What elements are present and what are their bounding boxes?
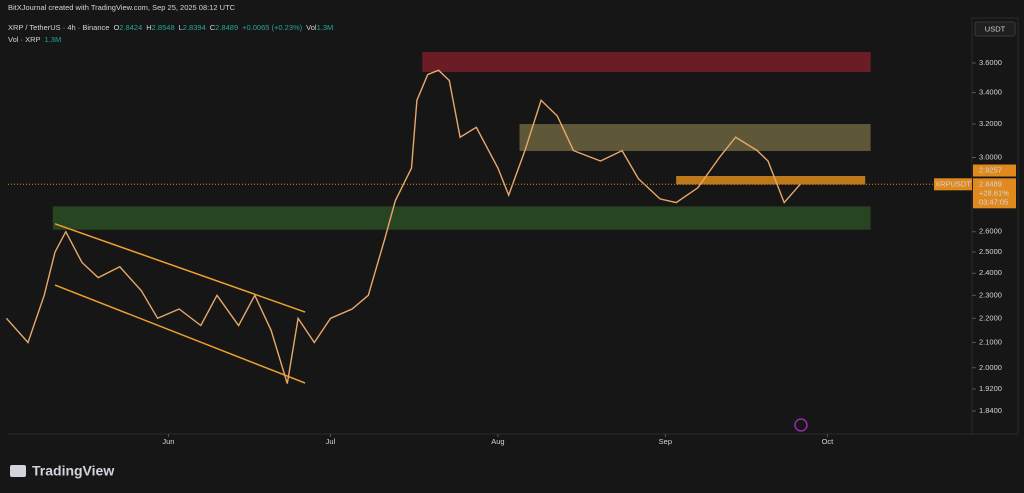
x-tick-label: Jul [326,437,336,446]
y-tick-label: 2.5000 [979,247,1002,256]
ohlc-label: L [179,23,183,32]
y-tick-label: 2.3000 [979,290,1002,299]
change: +0.0065 (+0.23%) [242,23,303,32]
marker-label: 2.9257 [979,166,1002,175]
y-tick-label: 2.0000 [979,363,1002,372]
volume-name: Vol · XRP [8,35,41,44]
logo-icon [10,465,26,477]
y-tick-label: 1.9200 [979,384,1002,393]
axis-unit[interactable]: USDT [985,24,1006,33]
x-tick-label: Jun [162,437,174,446]
y-tick-label: 3.2000 [979,119,1002,128]
y-tick-label: 1.8400 [979,406,1002,415]
unit-button[interactable] [974,21,1016,37]
countdown: 03:47:05 [979,197,1008,206]
credit: BitXJournal created with TradingView.com… [8,3,236,12]
logo: TradingView [10,463,114,479]
last-price-label: 2.8489 [979,179,1002,188]
x-tick-label: Aug [491,437,504,446]
y-tick-label: 2.2000 [979,313,1002,322]
ohlc-value: 2.8489 [215,23,238,32]
volume-value: 1.3M [45,35,62,44]
symbol-label: XRPUSDT [935,179,971,188]
symbol-box [934,178,972,191]
y-tick-label: 3.0000 [979,152,1002,161]
symbol: XRP / TetherUS · 4h · Binance [8,23,109,32]
ohlc-value: 2.8394 [183,23,206,32]
ohlc-value: 2.8548 [152,23,175,32]
volume-label: Vol · XRP 1.3M [8,35,61,44]
vol-value: 1.3M [317,23,334,32]
ohlc-label: C [210,23,216,32]
zone [52,206,871,230]
price-line [5,69,801,384]
change-label: +28.61% [979,188,1009,197]
y-tick-label: 2.6000 [979,227,1002,236]
zone [519,124,871,151]
zone [422,51,871,72]
event-icon[interactable] [794,418,808,432]
ohlc-label: O [113,23,119,32]
channel-line [54,284,306,384]
channel-line [54,223,306,313]
ohlc-value: 2.8424 [119,23,142,32]
x-tick-label: Oct [822,437,835,446]
y-tick-label: 2.4000 [979,268,1002,277]
price-box [973,178,1016,209]
price-axis-panel [971,17,1019,435]
y-tick-label: 3.6000 [979,58,1002,67]
zone [676,175,866,185]
legend: XRP / TetherUS · 4h · Binance O2.8424 H2.8… [8,23,333,32]
x-tick-label: Sep [659,437,672,446]
marker-box [973,164,1016,177]
y-tick-label: 3.4000 [979,88,1002,97]
ohlc-label: H [146,23,151,32]
logo-text: TradingView [32,463,114,479]
vol-label: Vol [306,23,317,32]
y-tick-label: 2.1000 [979,337,1002,346]
